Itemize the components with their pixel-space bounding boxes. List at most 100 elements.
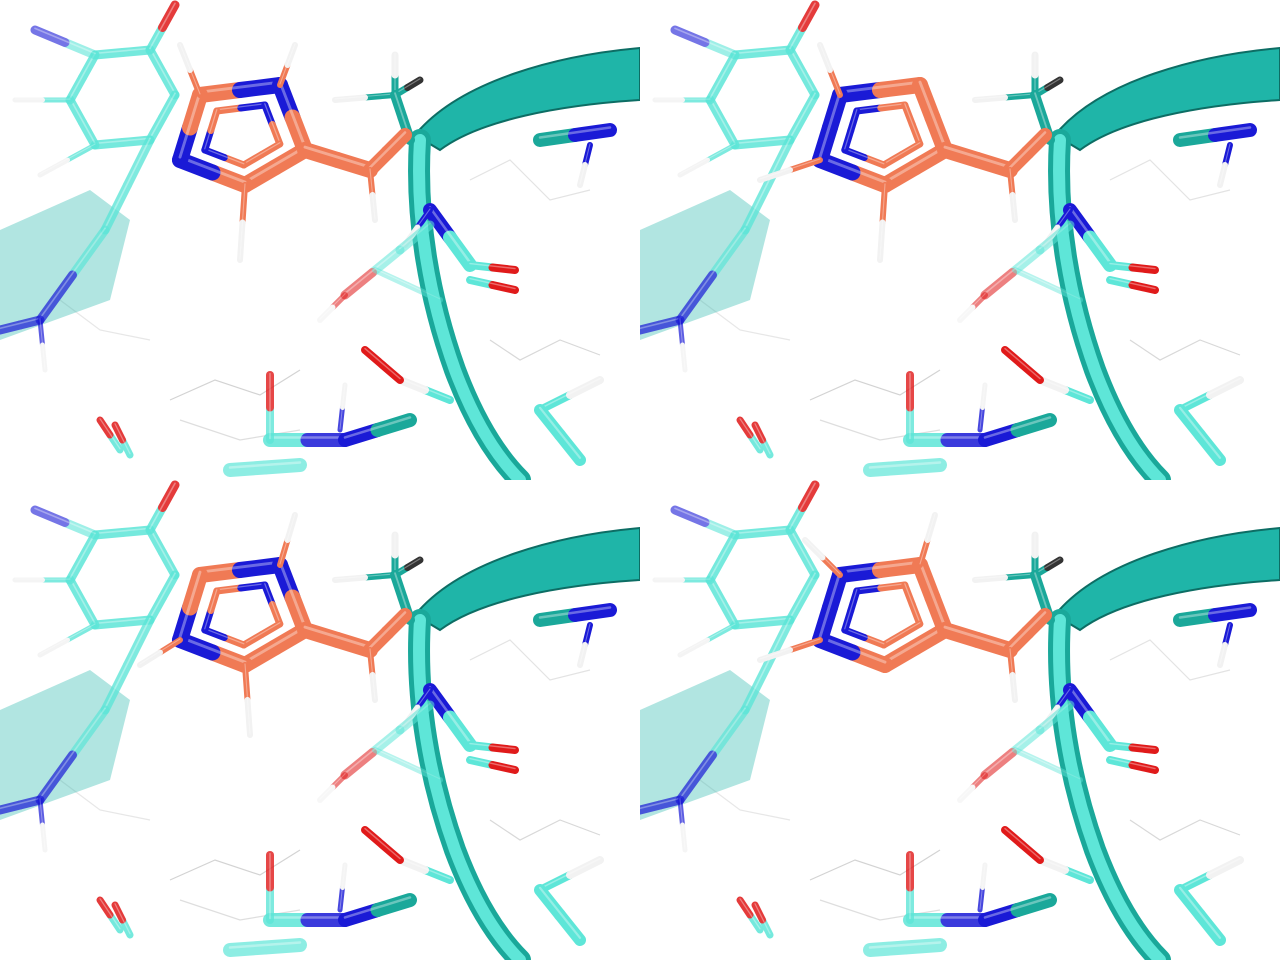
panel-top-left bbox=[0, 0, 640, 480]
bond bbox=[705, 530, 740, 585]
bond bbox=[980, 725, 1045, 780]
bond bbox=[35, 705, 110, 805]
bond bbox=[912, 557, 953, 638]
bond bbox=[237, 182, 248, 263]
bond bbox=[577, 622, 593, 668]
bond bbox=[812, 567, 848, 648]
background-wireframe bbox=[699, 639, 1241, 921]
aromatic-residue bbox=[0, 480, 180, 853]
bond bbox=[466, 756, 519, 774]
bond bbox=[740, 135, 795, 235]
backbone-cartoon bbox=[1001, 526, 1280, 960]
methyl-group bbox=[332, 51, 424, 145]
bond bbox=[977, 382, 988, 433]
bond bbox=[705, 95, 740, 150]
bond bbox=[396, 376, 454, 404]
ligand-imidazole bbox=[137, 512, 412, 738]
bond bbox=[903, 913, 992, 927]
bond bbox=[1012, 747, 1083, 783]
bond bbox=[757, 157, 823, 183]
phenol-residue bbox=[317, 220, 443, 323]
bond bbox=[337, 382, 348, 433]
bond bbox=[1217, 142, 1233, 188]
bond bbox=[145, 90, 180, 145]
bond bbox=[901, 581, 924, 628]
backbone-cartoon bbox=[1001, 46, 1280, 480]
line-bond bbox=[809, 849, 941, 881]
bond bbox=[1007, 167, 1018, 223]
bond bbox=[37, 317, 48, 373]
bond bbox=[1063, 203, 1117, 272]
bond bbox=[937, 622, 1018, 658]
bond bbox=[332, 92, 398, 103]
bond bbox=[261, 101, 284, 148]
bond bbox=[533, 603, 617, 627]
line-bond bbox=[1109, 639, 1231, 681]
bond bbox=[201, 626, 248, 649]
bond bbox=[1176, 856, 1244, 894]
bond bbox=[361, 826, 404, 864]
bond bbox=[0, 795, 45, 815]
bond bbox=[65, 530, 100, 585]
bond bbox=[145, 480, 180, 535]
bond bbox=[1012, 267, 1083, 303]
bond bbox=[372, 267, 443, 303]
molecule-scene bbox=[640, 0, 1280, 480]
bond bbox=[903, 433, 992, 447]
bond bbox=[1106, 756, 1159, 774]
bond bbox=[1173, 603, 1257, 627]
methyl-group bbox=[332, 531, 424, 625]
bond bbox=[395, 700, 435, 735]
bond bbox=[12, 97, 73, 103]
line-bond bbox=[809, 369, 941, 401]
bond bbox=[37, 622, 98, 658]
ligand-imidazole bbox=[172, 42, 412, 263]
bond bbox=[536, 376, 604, 414]
bond bbox=[223, 938, 307, 957]
bond bbox=[670, 505, 740, 540]
molecule-scene bbox=[0, 0, 640, 480]
ligand-imidazole bbox=[757, 512, 1052, 703]
bond bbox=[957, 292, 988, 323]
bond bbox=[277, 42, 298, 88]
bond bbox=[677, 142, 738, 178]
bond bbox=[363, 128, 412, 177]
bond bbox=[466, 261, 519, 274]
bond bbox=[242, 662, 253, 738]
bond bbox=[96, 416, 124, 454]
bond bbox=[213, 101, 269, 115]
panel-bottom-right bbox=[640, 480, 1280, 960]
bond bbox=[297, 622, 378, 658]
bond bbox=[100, 615, 155, 715]
phenol-residue bbox=[957, 220, 1083, 323]
bond bbox=[917, 512, 938, 568]
bond bbox=[1106, 261, 1159, 274]
bond bbox=[977, 862, 988, 913]
bond bbox=[65, 95, 100, 150]
bond bbox=[90, 615, 155, 630]
bond bbox=[853, 581, 909, 595]
bond bbox=[261, 581, 284, 628]
phenol-residue bbox=[317, 700, 443, 803]
bond bbox=[785, 570, 820, 625]
bond bbox=[785, 480, 820, 535]
bond bbox=[841, 107, 861, 154]
bond bbox=[297, 142, 378, 178]
line-bond bbox=[59, 299, 151, 341]
bond bbox=[223, 458, 307, 477]
bond bbox=[972, 572, 1038, 583]
bond bbox=[853, 101, 909, 115]
line-bond bbox=[59, 779, 151, 821]
bond bbox=[340, 725, 405, 780]
bond bbox=[536, 856, 604, 894]
bond bbox=[980, 245, 1045, 300]
bond bbox=[812, 87, 848, 168]
line-bond bbox=[1129, 339, 1241, 361]
bond bbox=[0, 315, 45, 335]
bond bbox=[832, 557, 928, 583]
bond bbox=[1035, 700, 1075, 735]
bond bbox=[937, 142, 1018, 178]
bond bbox=[237, 142, 313, 193]
aromatic-residue bbox=[640, 0, 820, 373]
panel-top-right bbox=[640, 0, 1280, 480]
